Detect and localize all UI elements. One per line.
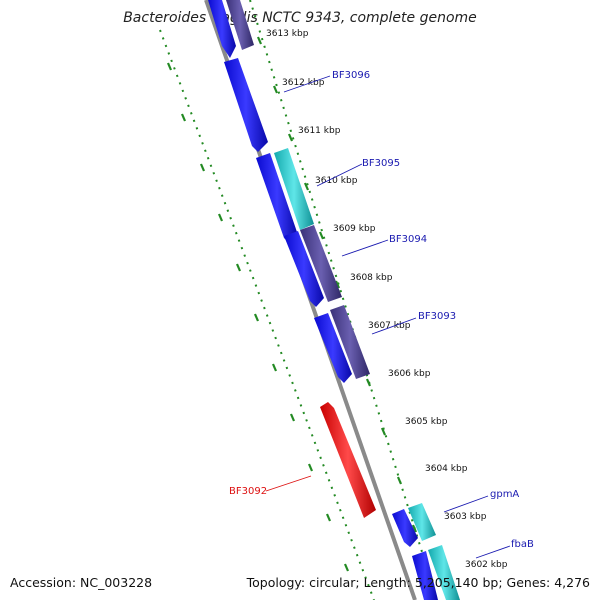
label-bf3093[interactable]: BF3093 <box>418 311 456 322</box>
tick-label: 3612 kbp <box>282 78 325 88</box>
gene-fbaB[interactable] <box>428 545 460 600</box>
tick-label: 3605 kbp <box>405 417 448 427</box>
gene-top-blue[interactable] <box>208 0 236 58</box>
label-bf3095[interactable]: BF3095 <box>362 158 400 169</box>
gene-bf3095[interactable] <box>274 148 314 230</box>
tick-label: 3602 kbp <box>465 560 508 570</box>
tick-labels: 3613 kbp 3612 kbp 3611 kbp 3610 kbp 3609… <box>266 29 508 570</box>
tick-label: 3613 kbp <box>266 29 309 39</box>
label-leaders <box>283 75 511 559</box>
gene-blue-3095[interactable] <box>256 153 298 244</box>
tick-label: 3607 kbp <box>368 321 411 331</box>
tick-label: 3609 kbp <box>333 224 376 234</box>
gene-blue-3093[interactable] <box>314 313 352 383</box>
gene-top-navy[interactable] <box>226 0 254 50</box>
label-bf3094[interactable]: BF3094 <box>389 234 427 245</box>
gene-labels: BF3096 BF3095 BF3094 BF3093 BF3092 gpmA … <box>229 70 534 550</box>
gene-blocks <box>208 0 460 600</box>
tick-label: 3606 kbp <box>388 369 431 379</box>
tick-label: 3611 kbp <box>298 126 341 136</box>
tick-label: 3603 kbp <box>444 512 487 522</box>
gene-blue-3094[interactable] <box>284 231 324 307</box>
accession-text: Accession: NC_003228 <box>10 575 152 590</box>
gene-blue-gpmA[interactable] <box>392 509 418 547</box>
gene-bf3094[interactable] <box>300 225 342 302</box>
outer-dotted-track <box>249 0 438 600</box>
tick-label: 3608 kbp <box>350 273 393 283</box>
gene-blue-fbaB[interactable] <box>412 551 438 600</box>
tick-label: 3610 kbp <box>315 176 358 186</box>
inner-track-ticks <box>166 62 350 572</box>
label-fbaB[interactable]: fbaB <box>511 539 534 550</box>
gene-bf3093[interactable] <box>330 305 370 379</box>
inner-dotted-track <box>159 29 375 600</box>
gene-bf3092[interactable] <box>320 402 376 518</box>
gene-gpmA[interactable] <box>408 503 436 541</box>
topology-text: Topology: circular; Length: 5,205,140 bp… <box>246 575 590 590</box>
label-gpmA[interactable]: gpmA <box>490 489 519 500</box>
bf3092-leader <box>265 475 312 492</box>
map-title: Bacteroides fragilis NCTC 9343, complete… <box>123 10 477 26</box>
label-bf3092[interactable]: BF3092 <box>229 486 267 497</box>
label-bf3096[interactable]: BF3096 <box>332 70 370 81</box>
gene-bf3096[interactable] <box>224 58 268 152</box>
tick-label: 3604 kbp <box>425 464 468 474</box>
